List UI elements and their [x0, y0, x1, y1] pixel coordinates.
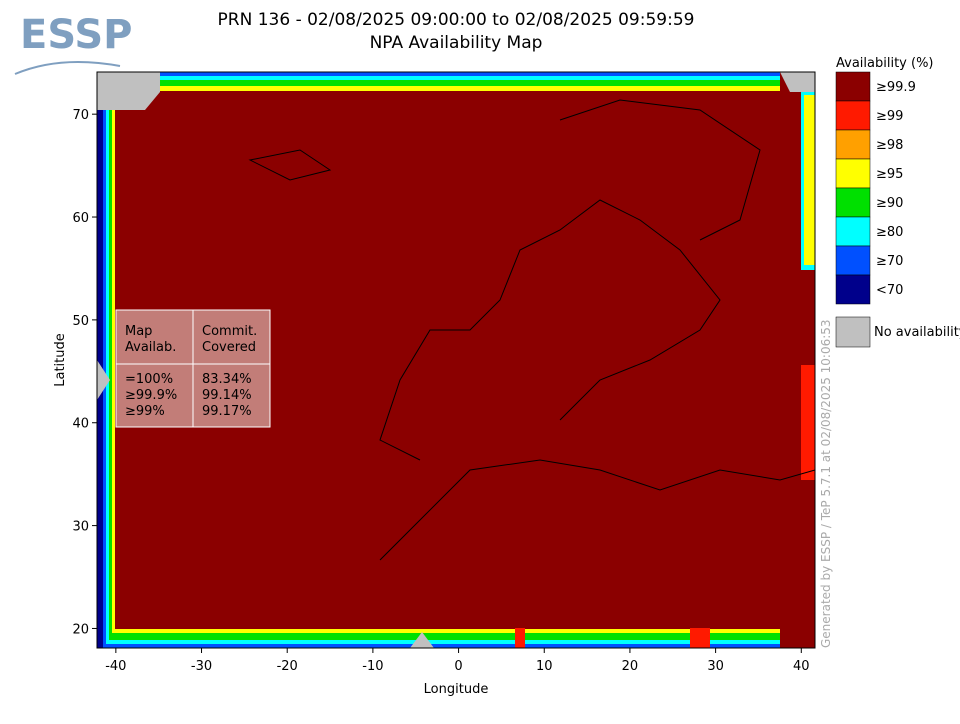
watermark: Generated by ESSP / TeP 5.7.1 at 02/08/2… [819, 319, 833, 648]
table-cell: =100% [125, 372, 173, 387]
legend-swatch [835, 71, 871, 102]
legend-swatch [835, 129, 871, 160]
legend-swatch [835, 274, 871, 305]
y-tick-label: 50 [72, 314, 89, 329]
table-header: Covered [202, 340, 256, 355]
y-tick-label: 20 [72, 622, 89, 637]
table-cell: 99.17% [202, 404, 252, 419]
x-tick-label: -20 [277, 659, 298, 674]
legend-label: ≥99 [876, 109, 903, 124]
band [801, 365, 815, 480]
legend-label: <70 [876, 283, 903, 298]
x-tick-label: 10 [536, 659, 553, 674]
table-cell: 83.34% [202, 372, 252, 387]
table-header: Map [125, 324, 152, 339]
legend-swatch [835, 245, 871, 276]
y-tick-label: 30 [72, 520, 89, 535]
stats-table [115, 309, 271, 428]
x-tick-label: -30 [191, 659, 212, 674]
no-data [97, 72, 160, 110]
y-tick-label: 70 [72, 108, 89, 123]
band [804, 95, 815, 265]
coastline [248, 99, 816, 561]
legend-swatch [835, 100, 871, 131]
x-axis-label: Longitude [424, 682, 489, 697]
x-tick-label: -10 [362, 659, 383, 674]
x-tick-label: 0 [454, 659, 462, 674]
x-tick-label: -40 [105, 659, 126, 674]
legend-label: ≥70 [876, 254, 903, 269]
table-header: Availab. [125, 340, 176, 355]
legend-label: ≥80 [876, 225, 903, 240]
no-data [780, 72, 815, 92]
legend-swatch [835, 187, 871, 218]
no-data [97, 360, 110, 400]
y-tick-label: 40 [72, 417, 89, 432]
legend-label: ≥99.9 [876, 80, 916, 95]
legend-swatch [835, 216, 871, 247]
legend-label: No availability [874, 325, 960, 340]
table-cell: 99.14% [202, 388, 252, 403]
title-line2: NPA Availability Map [370, 33, 543, 53]
table-cell: ≥99% [125, 404, 165, 419]
plot-frame [96, 71, 816, 649]
logo-swoosh [14, 60, 121, 75]
legend-title: Availability (%) [836, 56, 934, 71]
x-tick-label: 30 [707, 659, 724, 674]
y-tick-label: 60 [72, 211, 89, 226]
title-line1: PRN 136 - 02/08/2025 09:00:00 to 02/08/2… [218, 10, 695, 30]
legend-label: ≥95 [876, 167, 903, 182]
band [515, 628, 525, 648]
x-tick-label: 40 [793, 659, 810, 674]
legend-label: ≥98 [876, 138, 903, 153]
y-axis-label: Latitude [53, 333, 68, 387]
x-tick-label: 20 [622, 659, 639, 674]
table-header: Commit. [202, 324, 257, 339]
logo: ESSP [20, 12, 132, 58]
band [690, 628, 710, 648]
no-data [410, 632, 434, 648]
legend-label: ≥90 [876, 196, 903, 211]
legend-swatch [835, 158, 871, 189]
legend-swatch [835, 316, 871, 348]
table-cell: ≥99.9% [125, 388, 177, 403]
